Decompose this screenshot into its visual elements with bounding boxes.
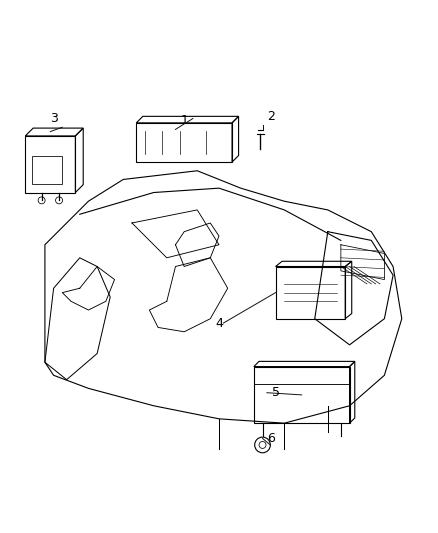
Bar (25, 136, 75, 192)
Bar (254, 367, 350, 423)
Text: 4: 4 (215, 317, 223, 329)
Bar (276, 266, 345, 319)
Text: 3: 3 (49, 112, 57, 125)
Text: 1: 1 (180, 114, 188, 127)
Bar (32, 156, 62, 184)
Bar (136, 123, 232, 162)
Text: 2: 2 (267, 110, 275, 123)
Text: 6: 6 (267, 432, 275, 445)
Text: 5: 5 (272, 386, 279, 399)
